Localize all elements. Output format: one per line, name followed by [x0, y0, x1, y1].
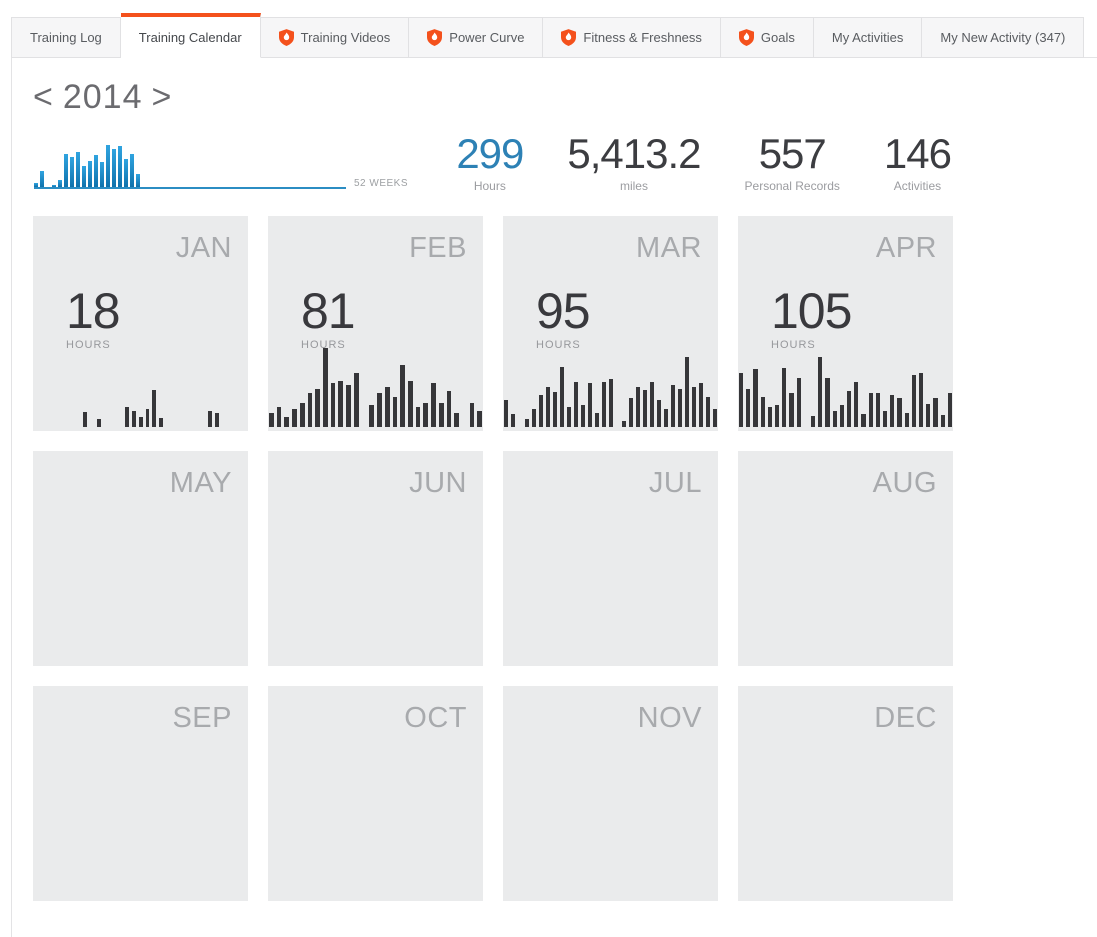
tab-label: Power Curve — [449, 30, 525, 45]
stat-label: Activities — [893, 179, 942, 193]
tab-training-calendar[interactable]: Training Calendar — [120, 13, 261, 58]
premium-shield-icon — [738, 29, 754, 46]
month-hours-label: HOURS — [301, 339, 346, 351]
stat-label: Personal Records — [744, 179, 840, 193]
tab-label: My Activities — [831, 30, 904, 45]
month-card-jun[interactable]: JUN — [268, 451, 483, 666]
month-hours: 95 HOURS — [536, 283, 591, 351]
month-hours: 81 HOURS — [301, 283, 356, 351]
tab-goals[interactable]: Goals — [720, 17, 814, 58]
month-grid: JAN 18 HOURS FEB 81 HOURS MAR 95 HOURS — [33, 216, 953, 901]
month-card-apr[interactable]: APR 105 HOURS — [738, 216, 953, 431]
month-label: JAN — [175, 232, 232, 264]
tab-label: My New Activity (347) — [940, 30, 1066, 45]
tab-training-videos[interactable]: Training Videos — [260, 17, 410, 58]
month-hours-value: 81 — [301, 283, 356, 339]
tab-bar: Training Log Training Calendar Training … — [11, 13, 1085, 58]
premium-shield-icon — [561, 29, 577, 46]
month-hours-label: HOURS — [771, 339, 816, 351]
month-label: APR — [875, 232, 937, 264]
month-card-jul[interactable]: JUL — [503, 451, 718, 666]
tab-fitness-freshness[interactable]: Fitness & Freshness — [543, 17, 721, 58]
month-hours-label: HOURS — [536, 339, 581, 351]
month-hours-label: HOURS — [66, 339, 111, 351]
weekly-volume-chart: 52 WEEKS — [34, 140, 408, 189]
stat-value: 5,413.2 — [567, 130, 701, 177]
month-label: DEC — [874, 702, 937, 734]
stat-value: 146 — [883, 130, 952, 177]
month-daily-bars-chart — [739, 347, 953, 427]
month-hours-value: 105 — [771, 283, 852, 339]
tab-label: Training Calendar — [138, 29, 242, 45]
month-card-aug[interactable]: AUG — [738, 451, 953, 666]
month-label: AUG — [872, 467, 937, 499]
month-card-jan[interactable]: JAN 18 HOURS — [33, 216, 248, 431]
stat-activities: 146 Activities — [883, 130, 952, 194]
tab-my-new-activity[interactable]: My New Activity (347) — [922, 17, 1085, 58]
stat-label: miles — [619, 179, 648, 193]
stat-miles: 5,413.2 miles — [567, 130, 701, 194]
month-hours: 18 HOURS — [66, 283, 121, 351]
month-hours-value: 18 — [66, 283, 121, 339]
month-label: MAR — [636, 232, 702, 264]
year-label: 2014 — [62, 78, 143, 116]
weeks-total-label: 52 WEEKS — [354, 178, 409, 189]
premium-shield-icon — [278, 29, 294, 46]
month-hours: 105 HOURS — [771, 283, 852, 351]
year-stats-row: 299 Hours 5,413.2 miles 557 Personal Rec… — [456, 130, 952, 194]
stat-value: 299 — [456, 130, 524, 177]
month-label: JUL — [648, 467, 702, 499]
month-label: NOV — [637, 702, 702, 734]
month-card-may[interactable]: MAY — [33, 451, 248, 666]
tab-label: Training Log — [30, 30, 102, 45]
month-label: SEP — [172, 702, 232, 734]
year-navigation: < 2014 > — [33, 78, 172, 117]
tab-my-activities[interactable]: My Activities — [813, 17, 923, 58]
stat-label: Hours — [473, 179, 506, 193]
month-card-dec[interactable]: DEC — [738, 686, 953, 901]
premium-shield-icon — [427, 29, 443, 46]
month-card-oct[interactable]: OCT — [268, 686, 483, 901]
month-label: MAY — [169, 467, 232, 499]
month-card-nov[interactable]: NOV — [503, 686, 718, 901]
tab-power-curve[interactable]: Power Curve — [409, 17, 544, 58]
month-card-sep[interactable]: SEP — [33, 686, 248, 901]
month-daily-bars-chart — [34, 347, 247, 427]
weekly-volume-bars — [34, 140, 346, 187]
month-label: OCT — [404, 702, 467, 734]
next-year-button[interactable]: > — [151, 78, 173, 116]
month-daily-bars-chart — [504, 347, 718, 427]
tab-training-log[interactable]: Training Log — [11, 17, 121, 58]
month-card-mar[interactable]: MAR 95 HOURS — [503, 216, 718, 431]
month-label: JUN — [409, 467, 467, 499]
stat-hours: 299 Hours — [456, 130, 524, 194]
month-hours-value: 95 — [536, 283, 591, 339]
month-daily-bars-chart — [269, 347, 483, 427]
previous-year-button[interactable]: < — [33, 78, 54, 116]
week-axis-line — [34, 187, 346, 189]
tab-label: Goals — [760, 30, 795, 45]
stat-personal-records: 557 Personal Records — [744, 130, 840, 194]
month-card-feb[interactable]: FEB 81 HOURS — [268, 216, 483, 431]
tab-label: Fitness & Freshness — [583, 30, 702, 45]
tab-label: Training Videos — [300, 30, 391, 45]
content-panel: < 2014 > 52 WEEKS 299 Hours 5,413.2 mile… — [11, 57, 1097, 937]
month-label: FEB — [409, 232, 467, 264]
stat-value: 557 — [758, 130, 827, 177]
